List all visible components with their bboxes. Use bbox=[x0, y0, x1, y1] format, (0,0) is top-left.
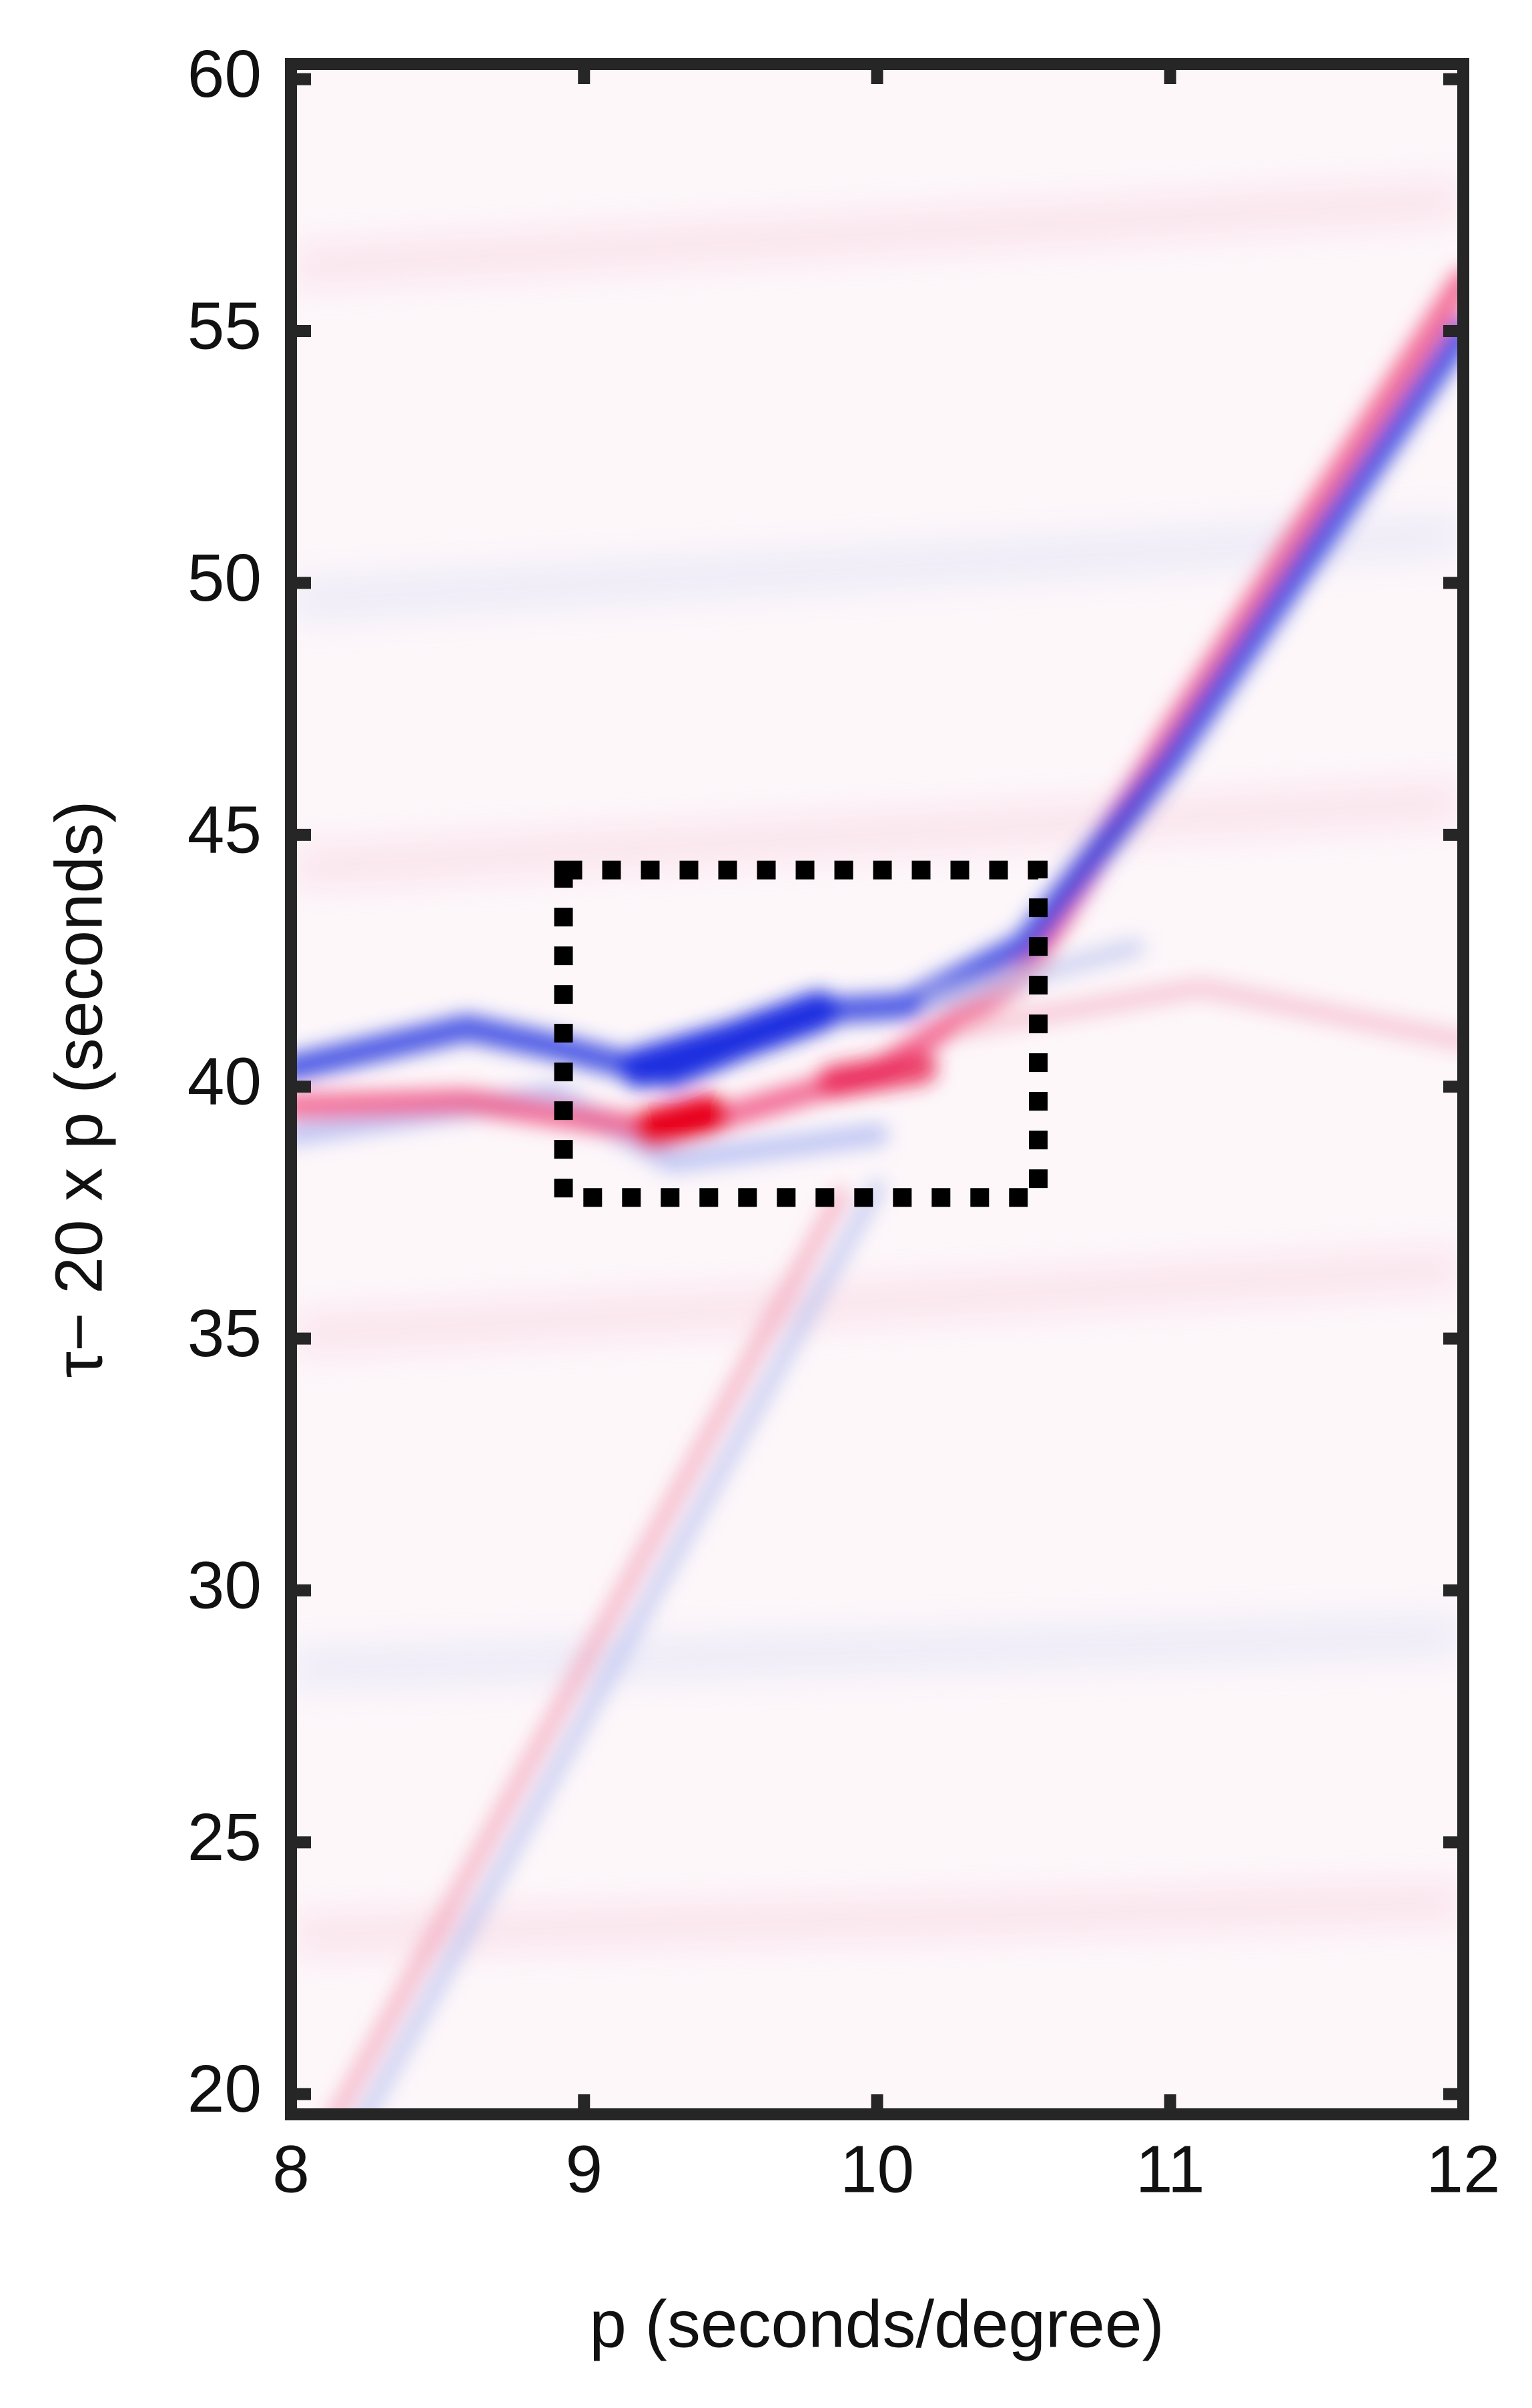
plot-frame bbox=[285, 58, 1469, 2120]
y-tick-label: 25 bbox=[187, 1800, 262, 1875]
x-tick-label: 8 bbox=[272, 2132, 310, 2206]
x-tick-label: 9 bbox=[565, 2132, 603, 2206]
y-tick-label: 60 bbox=[187, 37, 262, 111]
y-tick-label: 35 bbox=[187, 1296, 262, 1371]
x-tick-label: 11 bbox=[1136, 2132, 1205, 2206]
y-tick-label: 45 bbox=[187, 792, 262, 867]
y-tick-label: 30 bbox=[187, 1548, 262, 1622]
x-tick-label: 10 bbox=[840, 2132, 914, 2206]
y-tick-label: 40 bbox=[187, 1044, 262, 1119]
y-tick-label: 20 bbox=[187, 2052, 262, 2126]
y-tick-label: 50 bbox=[187, 541, 262, 615]
x-tick-label: 12 bbox=[1426, 2132, 1500, 2206]
y-tick-label: 55 bbox=[187, 288, 262, 363]
y-axis-label: τ− 20 x p (seconds) bbox=[41, 801, 116, 1378]
wavefield-texture bbox=[291, 64, 1463, 2114]
x-axis-label: p (seconds/degree) bbox=[589, 2287, 1164, 2361]
highlight-box bbox=[554, 860, 1048, 1207]
